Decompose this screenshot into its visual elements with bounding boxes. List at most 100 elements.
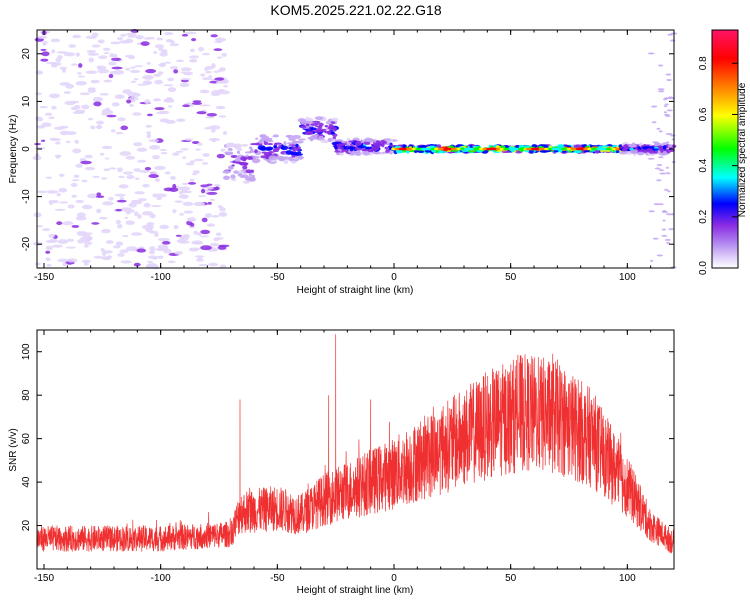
spectral-cell [334,150,341,153]
spectral-cell [200,235,209,238]
spectral-cell [666,141,670,144]
spectral-cell [348,140,355,143]
spectral-cell [55,154,61,159]
spectral-cell [80,160,92,165]
spectral-cell [79,92,91,96]
spectral-cell [181,67,192,72]
spectral-cell [283,159,289,165]
spectral-cell [383,138,392,141]
spectral-cell [71,194,78,198]
spectral-cell [246,156,253,161]
spectral-cell [158,63,167,67]
spectral-cell [213,184,221,187]
spectral-cell [650,259,654,262]
spectral-cell [133,142,143,147]
spectral-cell [355,151,359,156]
spectral-cell [381,140,388,144]
spectral-cell [159,148,167,152]
colorbar-tick-label: 0.2 [698,209,709,223]
spectral-cell [57,239,69,244]
spectral-cell [629,147,634,151]
spectral-cell [225,142,233,148]
spectral-cell [372,151,381,155]
spectral-cell [324,131,331,134]
spectral-cell [309,127,317,131]
spectral-cell [272,148,277,153]
spectral-cell [180,71,186,74]
spectral-cell [136,147,148,152]
spectral-cell [213,48,223,52]
spectral-cell [186,217,197,222]
spectral-cell [197,256,203,260]
spectral-cell [105,107,110,111]
spectral-cell [436,144,442,149]
spectral-cell [336,143,345,147]
spectral-cell [192,100,202,103]
spectral-cell [333,144,338,150]
spectral-cell [34,262,41,266]
spectral-cell [117,36,124,41]
spectral-cell [154,193,167,198]
spectral-cell [179,212,184,216]
spectral-cell [233,170,240,174]
spectral-cell [157,237,170,242]
spectral-cell [294,153,303,156]
spectral-cell [76,212,86,218]
spectral-cell [324,124,329,128]
spectral-cell [338,151,345,156]
spectral-cell [125,32,138,36]
spectral-cell [208,125,221,130]
x-tick-label: -150 [34,573,54,584]
spectral-cell [239,162,249,166]
spectral-cell [230,174,236,180]
spectral-cell [109,53,115,58]
spectral-cell [154,79,164,85]
spectral-cell [172,152,180,156]
spectral-cell [103,168,111,172]
spectral-cell [212,248,219,252]
spectral-cell [35,117,44,122]
spectral-cell [206,191,218,195]
spectral-cell [133,65,144,68]
spectral-cell [181,190,189,194]
spectral-cell [266,143,274,146]
spectral-cell [66,258,78,263]
spectral-cell [108,73,114,79]
spectral-cell [653,203,660,206]
spectral-cell [71,179,80,182]
spectral-cell [191,240,204,245]
spectral-cell [145,227,153,233]
spectral-cell [117,167,124,173]
spectral-cell [656,254,664,257]
spectral-cell [309,137,318,140]
spectral-cell [204,213,212,218]
spectral-cell [102,47,111,51]
spectral-cell [101,250,113,254]
spectral-cell [194,255,205,258]
spectral-cell [45,250,51,254]
spectral-cell [331,121,336,124]
spectral-cell [149,145,161,150]
spectral-cell [668,144,673,148]
spectral-cell [49,93,60,99]
spectral-cell [106,114,117,118]
spectral-cell [63,91,71,95]
spectral-cell [553,150,559,153]
snr-series-line [36,334,675,554]
spectral-cell [327,138,332,142]
spectral-cell [198,263,208,267]
snr-ylabel: SNR (v/v) [8,428,19,471]
spectral-cell [51,105,57,110]
spectral-cell [619,151,629,155]
spectral-cell [199,89,210,94]
spectral-cell [667,33,673,36]
spectral-cell [650,105,658,108]
spectral-cell [56,51,68,54]
spectral-cell [668,228,674,231]
spectral-cell [648,210,655,213]
spectral-cell [156,111,166,115]
spectral-cell [231,178,237,182]
spectral-cell [170,175,176,181]
